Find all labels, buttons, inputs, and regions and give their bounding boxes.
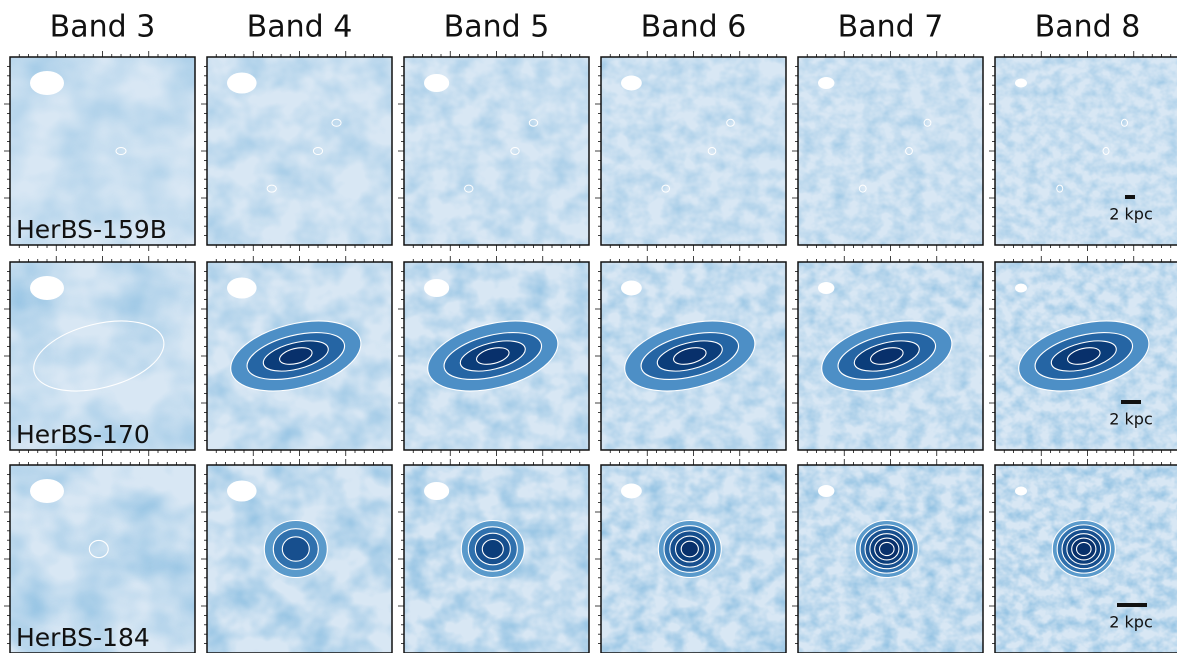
image-panel [404,465,589,653]
column-title: Band 3 [50,10,156,45]
beam [227,278,257,299]
source-label: HerBS-159B [16,215,167,244]
beam [1015,284,1027,293]
beam [30,479,64,503]
beam [818,485,834,497]
column-title: Band 6 [641,10,747,45]
image-panel [207,465,392,653]
contour [1077,542,1092,555]
image-panel [798,262,983,450]
column-title: Band 7 [838,10,944,45]
column-title: Band 5 [444,10,550,45]
image-panel [601,465,786,653]
beam [621,281,642,296]
beam [621,484,642,499]
scale-bar [1125,195,1135,199]
beam [818,77,834,89]
beam [424,482,449,500]
image-panel [404,262,589,450]
beam [1015,487,1027,496]
figure: Band 3 Band 4 Band 5 Band 6 Band 7 Band 8 HerB… [0,0,1177,653]
scale-label: 2 kpc [1109,410,1152,429]
beam [227,73,257,94]
image-panel [404,57,589,245]
beam [621,76,642,91]
contour [482,540,503,559]
image-panel [798,57,983,245]
image-panel [207,262,392,450]
column-title: Band 4 [247,10,353,45]
scale-bar [1121,400,1141,404]
contour [282,537,309,561]
beam [30,71,64,95]
image-panel [601,57,786,245]
beam [227,481,257,502]
source-label: HerBS-184 [16,623,150,652]
scale-bar [1117,603,1147,607]
beam [424,74,449,92]
contour [880,542,895,555]
beam [424,279,449,297]
beam [818,282,834,294]
scale-label: 2 kpc [1109,205,1152,224]
image-panel [601,262,786,450]
scale-label: 2 kpc [1109,613,1152,632]
image-panel [207,57,392,245]
contour [681,541,698,557]
source-label: HerBS-170 [16,420,150,449]
beam [30,276,64,300]
image-panel [798,465,983,653]
beam [1015,79,1027,88]
column-title: Band 8 [1035,10,1141,45]
